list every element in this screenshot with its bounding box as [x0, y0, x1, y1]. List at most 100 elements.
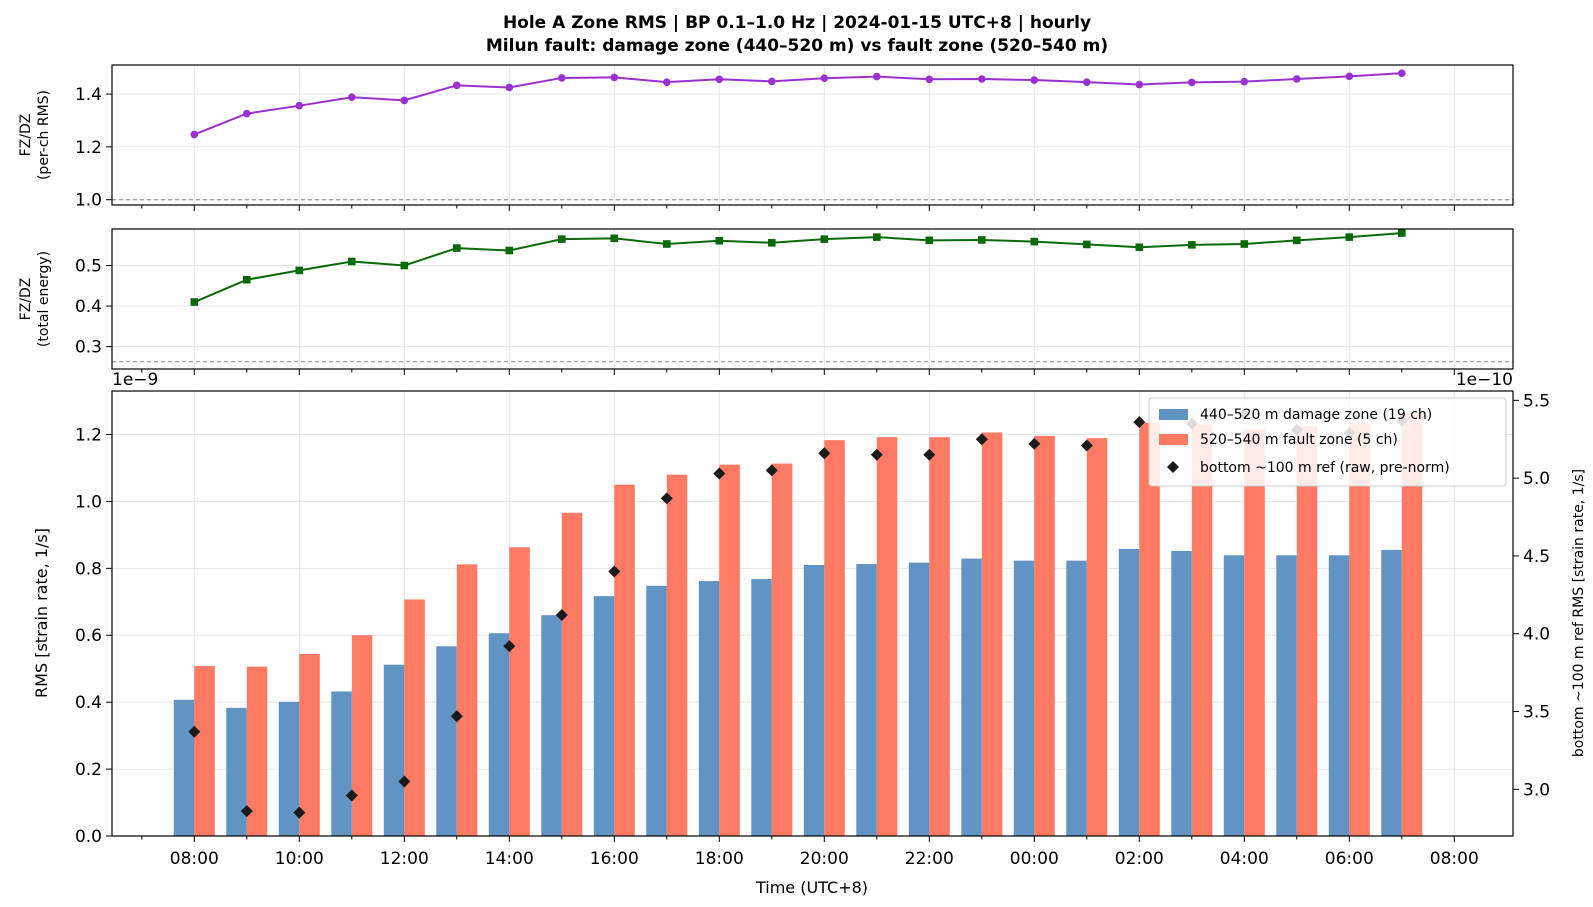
- fault-zone-bar: [561, 512, 583, 836]
- ratio-energy-point: [1030, 237, 1039, 246]
- reference-point: [713, 467, 726, 480]
- fault-zone-bar: [1401, 413, 1423, 836]
- ratio-energy-panel: 0.3 0.4 0.5 FZ/DZ (total energy) 1e−9 1e−1…: [18, 228, 1514, 390]
- fault-zone-bar: [1034, 435, 1055, 836]
- fault-zone-bar: [1296, 426, 1318, 836]
- reference-point: [1028, 437, 1041, 450]
- ratio-energy-point: [1345, 233, 1354, 241]
- ratio-rms-point: [873, 72, 881, 81]
- fault-zone-bars: [194, 413, 1423, 836]
- ratio-energy-ylabel-line2: (total energy): [36, 251, 52, 347]
- legend-swatch-reference: [1167, 461, 1179, 473]
- ratio-energy-point: [1240, 240, 1249, 248]
- ratio-rms-point: [1398, 69, 1406, 77]
- x-tick-label: 02:00: [1115, 849, 1164, 869]
- y-tick-label: 0.3: [75, 338, 102, 358]
- ratio-energy-point: [715, 236, 724, 245]
- x-tick-label: 08:00: [170, 849, 219, 869]
- y-tick-label: 0.5: [75, 257, 102, 277]
- fault-zone-bar: [929, 437, 950, 836]
- ratio-energy-point: [663, 240, 671, 248]
- fault-zone-bar: [1244, 429, 1265, 836]
- ratio-rms-series-line: [193, 72, 1402, 136]
- damage-zone-bar: [856, 563, 877, 836]
- ratio-energy-point: [925, 236, 934, 245]
- ratio-rms-ylabel-line1: FZ/DZ: [18, 114, 34, 157]
- damage-zone-bar: [1381, 549, 1402, 836]
- legend-swatch-fault-zone: [1159, 434, 1188, 445]
- zone-rms-y-axis: 0.0 0.2 0.4 0.6 0.8 1.0 1.2: [75, 425, 112, 847]
- offset-label-left: 1e−9: [112, 370, 158, 390]
- ratio-rms-point: [1293, 75, 1301, 83]
- ratio-rms-point: [925, 75, 934, 84]
- ratio-rms-x-ticks: [141, 205, 1455, 211]
- chart-subtitle: Milun fault: damage zone (440–520 m) vs …: [486, 36, 1108, 56]
- ratio-energy-point: [1083, 240, 1091, 249]
- ratio-rms-point: [243, 109, 251, 118]
- x-tick-label: 14:00: [485, 849, 534, 869]
- reference-point: [608, 565, 621, 578]
- y-tick-label: 0.2: [75, 760, 102, 780]
- x-tick-label: 12:00: [380, 849, 429, 869]
- fault-zone-bar: [666, 474, 688, 836]
- ratio-rms-point: [663, 78, 671, 86]
- zone-rms-frame: [111, 390, 1514, 837]
- fault-zone-bar: [1349, 422, 1370, 836]
- damage-zone-bar: [803, 564, 825, 836]
- damage-zone-bar: [1013, 560, 1035, 836]
- ratio-energy-point: [295, 266, 304, 275]
- ratio-energy-grid: [112, 229, 1513, 369]
- ratio-rms-point: [1240, 77, 1249, 86]
- fault-zone-bar: [404, 599, 425, 836]
- fault-zone-bar: [1139, 422, 1160, 836]
- ratio-rms-point: [1083, 78, 1091, 86]
- legend: 440–520 m damage zone (19 ch) 520–540 m …: [1148, 397, 1507, 487]
- zone-rms-xlabel: Time (UTC+8): [755, 878, 868, 897]
- fault-zone-bar: [194, 666, 215, 836]
- zone-rms-ylabel: RMS [strain rate, 1/s]: [32, 528, 51, 698]
- fault-zone-bar: [1086, 438, 1108, 836]
- x-tick-label: 22:00: [905, 849, 954, 869]
- zone-rms-y2label: bottom ~100 m ref RMS [strain rate, 1/s]: [1571, 469, 1587, 757]
- ratio-rms-point: [558, 74, 566, 82]
- reference-point: [450, 710, 463, 723]
- y-tick-label: 1.0: [75, 191, 102, 211]
- damage-zone-bar: [226, 707, 247, 836]
- damage-zone-bar: [541, 615, 562, 836]
- reference-point: [975, 433, 988, 446]
- ratio-rms-point: [610, 73, 619, 82]
- ratio-energy-point: [400, 261, 409, 270]
- x-tick-label: 08:00: [1430, 849, 1479, 869]
- ratio-energy-point: [1293, 236, 1301, 245]
- damage-zone-bar: [1118, 548, 1140, 836]
- y-tick-label: 0.0: [75, 827, 102, 847]
- reference-point: [1133, 416, 1146, 429]
- ratio-rms-point: [1188, 78, 1196, 87]
- damage-zone-bar: [961, 558, 982, 836]
- x-tick-label: 18:00: [695, 849, 744, 869]
- damage-zone-bar: [908, 562, 930, 836]
- ratio-energy-point: [1398, 229, 1406, 237]
- ratio-rms-frame: [111, 64, 1514, 206]
- y2-tick-label: 5.0: [1523, 469, 1550, 489]
- ratio-energy-y-axis: 0.3 0.4 0.5: [75, 257, 112, 358]
- y-tick-label: 0.4: [75, 693, 102, 713]
- ratio-energy-point: [348, 257, 356, 266]
- ratio-energy-point: [820, 235, 829, 243]
- y-tick-label: 0.8: [75, 559, 102, 579]
- ratio-rms-point: [348, 93, 356, 102]
- ratio-energy-point: [453, 244, 461, 252]
- fault-zone-bar: [824, 440, 845, 836]
- damage-zone-bar: [1328, 555, 1350, 836]
- reference-point: [870, 448, 883, 461]
- ratio-rms-point: [190, 130, 199, 139]
- fault-zone-bar: [719, 464, 740, 836]
- fault-zone-bar: [771, 463, 793, 836]
- y-tick-label: 0.4: [75, 297, 102, 317]
- fault-zone-bar: [509, 547, 530, 836]
- fault-zone-bar: [614, 484, 635, 836]
- reference-point: [818, 447, 831, 460]
- ratio-energy-ylabel-line1: FZ/DZ: [18, 278, 34, 321]
- ratio-energy-point: [768, 238, 776, 247]
- damage-zone-bar: [331, 691, 352, 836]
